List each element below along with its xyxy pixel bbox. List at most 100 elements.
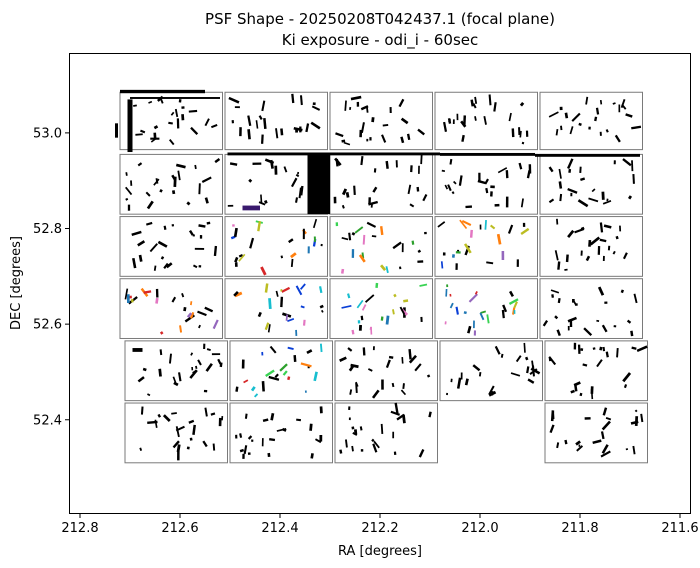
psf-vector bbox=[295, 285, 303, 296]
psf-vector bbox=[385, 359, 391, 369]
psf-vector bbox=[409, 203, 415, 208]
psf-vector bbox=[477, 179, 487, 185]
psf-vector bbox=[354, 226, 364, 234]
psf-vector bbox=[488, 94, 492, 106]
psf-vector bbox=[319, 304, 324, 309]
psf-vector bbox=[484, 220, 487, 230]
psf-vector bbox=[630, 330, 634, 337]
saturated-feature bbox=[115, 123, 118, 138]
psf-vector bbox=[360, 156, 364, 166]
psf-vector bbox=[171, 412, 177, 415]
psf-vector bbox=[147, 393, 151, 397]
psf-vector bbox=[257, 221, 262, 232]
saturated-feature bbox=[535, 153, 640, 157]
psf-vector bbox=[368, 200, 379, 206]
psf-vector bbox=[580, 177, 586, 182]
psf-vector bbox=[178, 372, 182, 382]
psf-vector bbox=[344, 439, 348, 448]
psf-vector bbox=[202, 440, 208, 448]
psf-vector bbox=[558, 168, 562, 179]
psf-vector bbox=[139, 447, 143, 452]
psf-vector bbox=[168, 139, 175, 146]
psf-vector bbox=[258, 201, 266, 206]
psf-vector bbox=[372, 443, 378, 453]
psf-vector bbox=[285, 314, 289, 321]
psf-vector bbox=[189, 311, 195, 319]
psf-vector bbox=[175, 426, 180, 438]
psf-vector bbox=[365, 106, 369, 113]
psf-vector bbox=[320, 309, 324, 313]
psf-vector bbox=[160, 256, 165, 260]
psf-vector bbox=[602, 346, 606, 352]
psf-vector bbox=[188, 229, 194, 236]
psf-vector bbox=[554, 250, 559, 261]
psf-vector bbox=[179, 325, 183, 333]
psf-vector bbox=[520, 227, 530, 235]
psf-vector bbox=[556, 442, 560, 449]
psf-vector bbox=[601, 324, 608, 333]
psf-vector bbox=[564, 112, 569, 119]
psf-vector bbox=[188, 109, 198, 113]
psf-vector bbox=[198, 324, 201, 329]
psf-vector bbox=[408, 354, 417, 364]
x-tick-label: 212.2 bbox=[361, 521, 398, 536]
psf-vector bbox=[497, 167, 508, 174]
psf-vector bbox=[154, 419, 158, 428]
psf-vector bbox=[631, 346, 637, 350]
psf-vector bbox=[526, 366, 530, 374]
x-tick-label: 211.8 bbox=[561, 521, 598, 536]
psf-vector bbox=[310, 121, 321, 130]
psf-vector bbox=[565, 254, 569, 263]
psf-vector bbox=[500, 353, 504, 358]
psf-vector bbox=[280, 255, 284, 259]
psf-vector bbox=[469, 229, 473, 238]
psf-vector bbox=[177, 170, 181, 181]
psf-vector bbox=[406, 133, 411, 141]
psf-vector bbox=[159, 189, 163, 193]
psf-vector bbox=[602, 407, 608, 416]
psf-vector bbox=[170, 111, 175, 116]
psf-vector bbox=[390, 410, 401, 416]
psf-vector bbox=[293, 355, 297, 362]
psf-vector bbox=[353, 185, 356, 196]
psf-vector bbox=[153, 125, 159, 130]
psf-vector bbox=[564, 439, 568, 445]
psf-vector bbox=[344, 100, 347, 111]
psf-vector bbox=[542, 319, 549, 327]
psf-vector bbox=[513, 301, 518, 309]
psf-vector bbox=[447, 118, 452, 124]
psf-vector bbox=[261, 381, 265, 392]
psf-vector bbox=[294, 197, 299, 203]
psf-vector bbox=[364, 294, 375, 303]
ccd-outline bbox=[119, 153, 223, 215]
psf-vector bbox=[341, 204, 345, 209]
psf-vector bbox=[175, 163, 186, 169]
psf-vector bbox=[443, 121, 448, 132]
psf-vector bbox=[168, 121, 173, 125]
psf-vector bbox=[157, 413, 162, 418]
psf-vector bbox=[165, 262, 173, 269]
psf-vector bbox=[558, 181, 563, 189]
psf-vector bbox=[605, 129, 609, 133]
psf-vector bbox=[371, 438, 375, 443]
psf-vector bbox=[440, 261, 444, 269]
psf-vector bbox=[125, 186, 133, 196]
psf-vector bbox=[519, 130, 522, 138]
psf-vector bbox=[551, 294, 555, 298]
psf-vector bbox=[508, 112, 512, 122]
psf-vector bbox=[204, 118, 210, 127]
psf-vector bbox=[569, 126, 574, 135]
x-axis-label: RA [degrees] bbox=[338, 544, 422, 559]
psf-vector bbox=[631, 125, 642, 130]
psf-vector bbox=[319, 286, 323, 294]
psf-vector bbox=[198, 224, 206, 228]
psf-vector bbox=[449, 158, 453, 165]
psf-vector bbox=[381, 134, 387, 143]
psf-vector bbox=[247, 129, 251, 140]
ccd-outline bbox=[329, 153, 433, 215]
psf-vector bbox=[600, 450, 611, 458]
psf-vector bbox=[550, 289, 560, 294]
psf-vector bbox=[623, 384, 628, 389]
psf-vector bbox=[599, 346, 603, 351]
psf-vector bbox=[373, 440, 380, 449]
